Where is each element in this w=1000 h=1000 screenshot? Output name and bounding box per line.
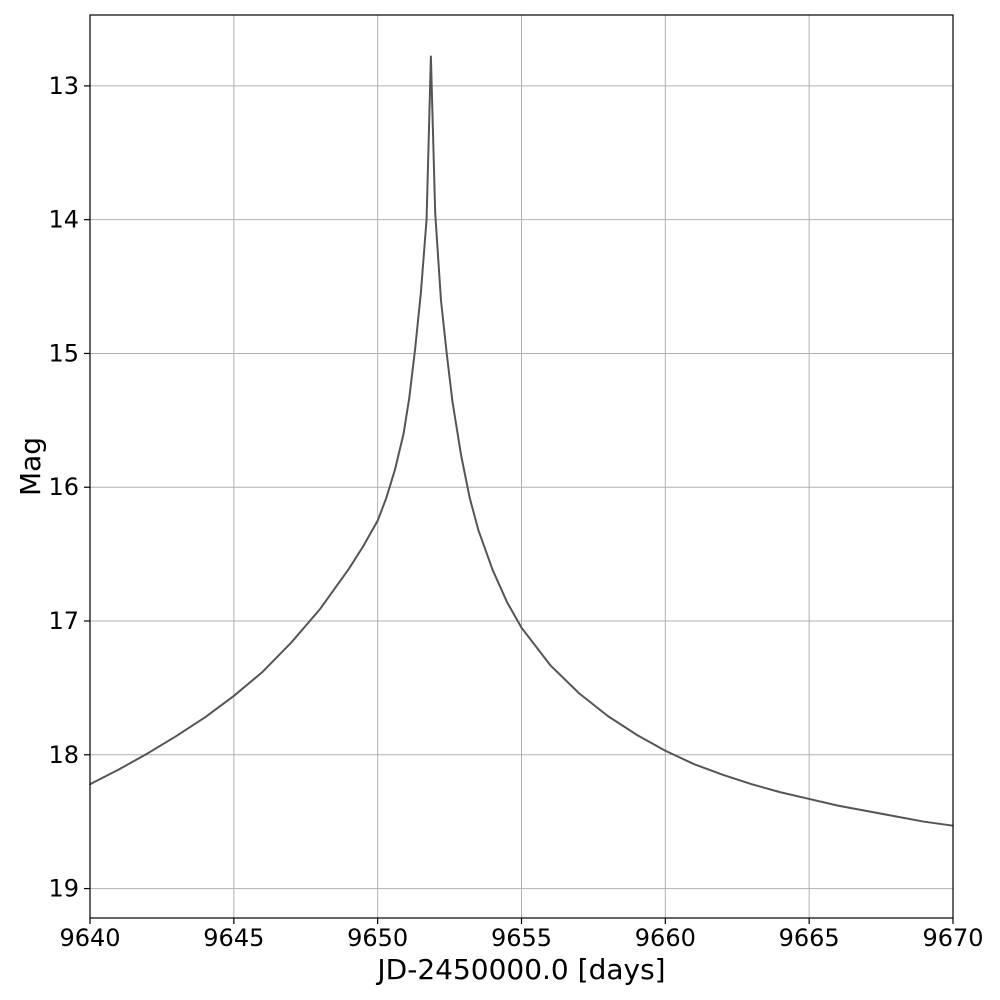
- data-point: [923, 820, 926, 823]
- data-point: [146, 752, 149, 755]
- data-point: [549, 664, 552, 666]
- y-axis-label: Mag: [14, 437, 47, 496]
- data-point: [385, 497, 388, 499]
- data-point: [607, 715, 609, 717]
- data-point: [434, 212, 437, 214]
- x-tick-label: 9640: [59, 924, 120, 952]
- data-point: [808, 798, 810, 800]
- y-tick-label: 14: [48, 206, 79, 234]
- y-axis: 13 14 15 16 17 18 19: [48, 72, 90, 903]
- data-point: [261, 671, 264, 673]
- x-tick-label: 9670: [922, 924, 983, 952]
- data-point: [865, 810, 868, 812]
- data-point: [693, 763, 695, 765]
- y-tick-label: 16: [48, 473, 79, 501]
- data-point: [779, 791, 782, 794]
- data-point: [204, 716, 206, 719]
- data-point: [319, 608, 321, 610]
- x-axis-label: JD-2450000.0 [days]: [375, 953, 665, 986]
- data-point: [362, 545, 365, 547]
- data-point: [664, 749, 667, 752]
- x-axis: 9640 9645 9650 9655 9660 9665 9670: [59, 918, 984, 952]
- grid: [89, 15, 954, 918]
- data-point: [233, 695, 235, 697]
- data-point: [430, 55, 432, 58]
- data-point: [491, 569, 494, 571]
- y-tick-label: 13: [48, 72, 79, 100]
- data-point: [290, 641, 293, 644]
- data-point: [477, 529, 480, 531]
- x-tick-label: 9655: [491, 924, 552, 952]
- data-point: [402, 432, 405, 435]
- x-tick-label: 9645: [203, 924, 264, 952]
- data-point: [117, 768, 120, 771]
- data-point: [408, 396, 411, 399]
- data-point: [394, 469, 396, 471]
- data-point: [837, 804, 839, 807]
- data-point: [894, 815, 897, 818]
- data-point: [506, 601, 508, 604]
- curve-layer: [89, 55, 954, 827]
- x-tick-label: 9660: [635, 924, 696, 952]
- data-point: [520, 626, 523, 629]
- x-tick-label: 9650: [347, 924, 408, 952]
- data-point: [348, 568, 350, 570]
- data-point: [425, 218, 428, 221]
- data-point: [451, 400, 454, 403]
- data-point: [420, 292, 422, 295]
- data-point: [460, 454, 462, 456]
- y-tick-label: 15: [48, 339, 79, 367]
- data-point: [750, 783, 753, 786]
- y-tick-label: 18: [48, 741, 79, 769]
- data-point: [175, 735, 178, 737]
- data-point: [722, 774, 724, 776]
- data-point: [440, 299, 442, 301]
- data-point: [468, 497, 471, 499]
- x-tick-label: 9665: [779, 924, 840, 952]
- data-point: [376, 519, 379, 522]
- data-point: [635, 733, 638, 736]
- data-point: [445, 352, 448, 355]
- data-point: [578, 692, 580, 695]
- y-tick-label: 19: [48, 875, 79, 903]
- data-point: [414, 348, 416, 351]
- y-tick-label: 17: [48, 607, 79, 635]
